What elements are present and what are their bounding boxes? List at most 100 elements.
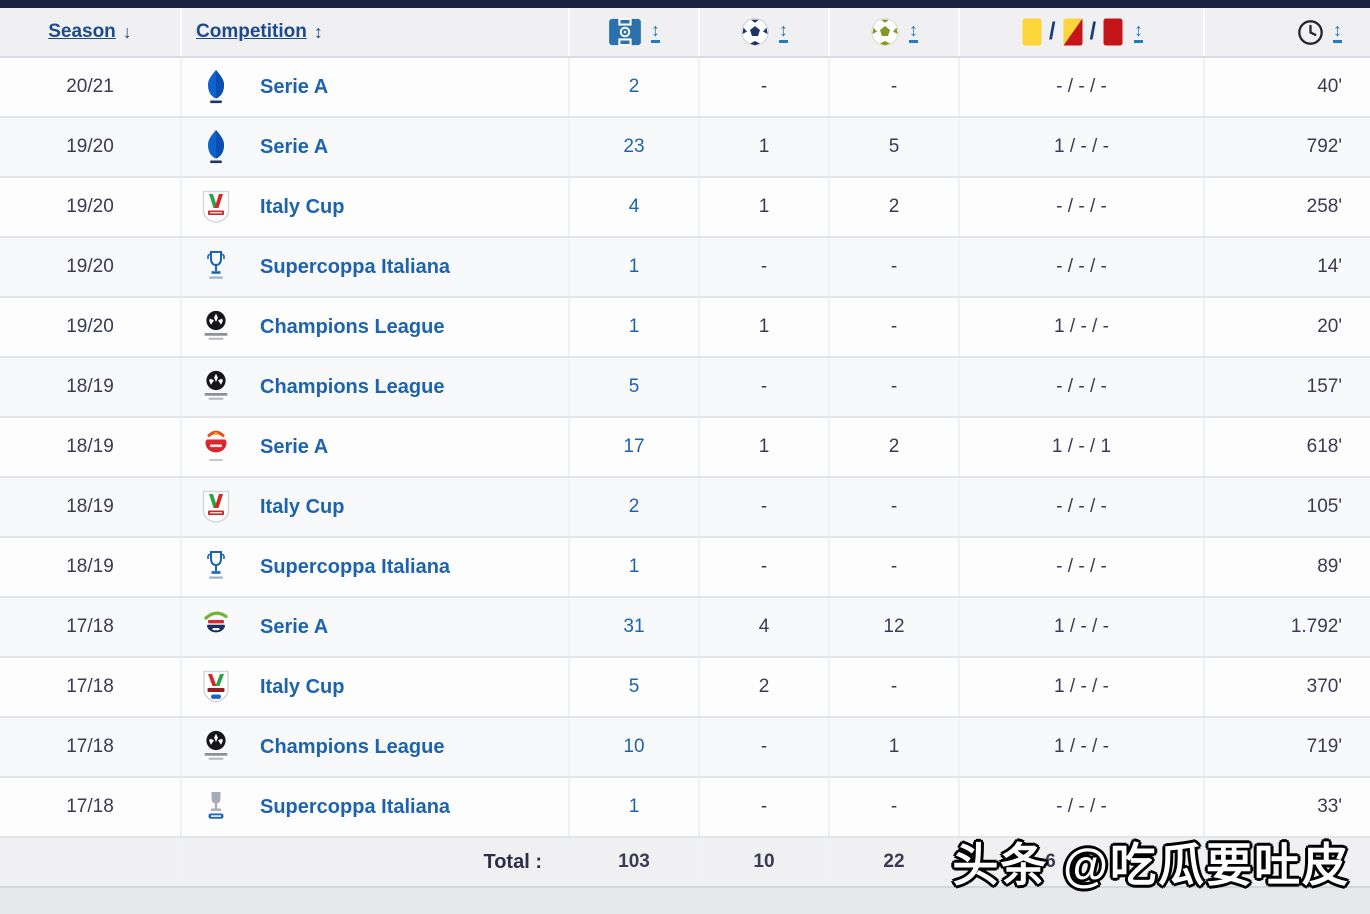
- season-value: 18/19: [66, 556, 114, 577]
- champions-league-logo: [196, 369, 236, 405]
- goals-value: -: [700, 478, 830, 536]
- cards-value: - / - / -: [960, 178, 1205, 236]
- serie-a-tim-logo: [196, 429, 236, 465]
- table-row: 18/19 Champions League 5 - - - / - / - 1…: [0, 358, 1370, 418]
- appearances-value[interactable]: 2: [570, 58, 700, 116]
- competition-link[interactable]: Supercoppa Italiana: [260, 795, 451, 818]
- assists-value: -: [830, 478, 960, 536]
- competition-link[interactable]: Serie A: [260, 435, 329, 458]
- sort-icon[interactable]: ↕: [1134, 21, 1144, 43]
- page-background: [0, 888, 1370, 914]
- competition-link[interactable]: Serie A: [260, 615, 329, 638]
- minutes-value: 618': [1306, 436, 1342, 457]
- goals-value: 1: [700, 298, 830, 356]
- competition-link[interactable]: Champions League: [260, 315, 445, 338]
- sort-icon[interactable]: ↕: [1333, 21, 1342, 43]
- appearances-value[interactable]: 23: [570, 118, 700, 176]
- red-card-icon[interactable]: [1103, 18, 1123, 46]
- table-row: 17/18 Italy Cup 5 2 - 1 / - / - 370': [0, 658, 1370, 718]
- sort-icon[interactable]: ↕: [651, 21, 660, 43]
- ball-icon[interactable]: [740, 17, 770, 47]
- total-appearances: 103: [570, 838, 700, 886]
- competition-link[interactable]: Italy Cup: [260, 675, 345, 698]
- season-value: 17/18: [66, 676, 114, 697]
- table-row: 20/21 Serie A 2 - - - / - / - 40': [0, 58, 1370, 118]
- goals-value: -: [700, 238, 830, 296]
- appearances-value[interactable]: 1: [570, 238, 700, 296]
- cards-value: 1 / - / -: [960, 718, 1205, 776]
- assists-value: 1: [830, 718, 960, 776]
- cards-header: / / ↕: [960, 8, 1205, 56]
- total-cards: 6: [960, 838, 1205, 886]
- assists-value: 2: [830, 178, 960, 236]
- serie-a-logo: [196, 69, 236, 105]
- table-row: 19/20 Serie A 23 1 5 1 / - / - 792': [0, 118, 1370, 178]
- competition-link[interactable]: Supercoppa Italiana: [260, 555, 451, 578]
- assists-value: -: [830, 58, 960, 116]
- competition-link[interactable]: Italy Cup: [260, 495, 345, 518]
- goals-value: -: [700, 58, 830, 116]
- total-minutes: [1205, 838, 1370, 886]
- minutes-value: 1.792': [1290, 616, 1342, 637]
- supercoppa-logo: [196, 549, 236, 585]
- player-stats-table: Season ↓ Competition ↕ ↕ ↕ ↕ / / ↕: [0, 8, 1370, 888]
- assist-ball-icon[interactable]: [870, 17, 900, 47]
- minutes-value: 20': [1317, 316, 1342, 337]
- competition-link[interactable]: Champions League: [260, 735, 445, 758]
- yellow-card-icon[interactable]: [1022, 18, 1042, 46]
- yellow-red-card-icon[interactable]: [1063, 18, 1083, 46]
- sort-icon[interactable]: ↕: [909, 21, 918, 43]
- appearances-value[interactable]: 5: [570, 658, 700, 716]
- competition-link[interactable]: Serie A: [260, 75, 329, 98]
- total-assists: 22: [830, 838, 960, 886]
- appearances-value[interactable]: 4: [570, 178, 700, 236]
- serie-a-logo: [196, 129, 236, 165]
- cards-value: - / - / -: [960, 478, 1205, 536]
- cards-value: 1 / - / -: [960, 118, 1205, 176]
- appearances-value[interactable]: 1: [570, 778, 700, 836]
- cards-value: - / - / -: [960, 58, 1205, 116]
- goals-value: 1: [700, 178, 830, 236]
- coppa-italia-logo: [196, 489, 236, 525]
- appearances-value[interactable]: 10: [570, 718, 700, 776]
- table-body: 20/21 Serie A 2 - - - / - / - 40' 19/20 …: [0, 58, 1370, 838]
- table-header: Season ↓ Competition ↕ ↕ ↕ ↕ / / ↕: [0, 8, 1370, 58]
- season-value: 17/18: [66, 796, 114, 817]
- appearances-value[interactable]: 1: [570, 538, 700, 596]
- season-value: 18/19: [66, 496, 114, 517]
- competition-link[interactable]: Italy Cup: [260, 195, 345, 218]
- coppa-italia-logo: [196, 189, 236, 225]
- season-sort-link[interactable]: Season: [48, 21, 116, 42]
- cards-value: 1 / - / -: [960, 598, 1205, 656]
- table-row: 19/20 Supercoppa Italiana 1 - - - / - / …: [0, 238, 1370, 298]
- minutes-value: 792': [1306, 136, 1342, 157]
- clock-icon[interactable]: [1297, 19, 1324, 46]
- goals-value: -: [700, 538, 830, 596]
- table-row: 19/20 Champions League 1 1 - 1 / - / - 2…: [0, 298, 1370, 358]
- cards-value: 1 / - / 1: [960, 418, 1205, 476]
- competition-link[interactable]: Champions League: [260, 375, 445, 398]
- table-row: 17/18 Supercoppa Italiana 1 - - - / - / …: [0, 778, 1370, 838]
- competition-header: Competition ↕: [182, 8, 570, 56]
- supercoppa-logo: [196, 789, 236, 825]
- assists-value: 12: [830, 598, 960, 656]
- cards-value: - / - / -: [960, 538, 1205, 596]
- appearances-value[interactable]: 2: [570, 478, 700, 536]
- competition-link[interactable]: Serie A: [260, 135, 329, 158]
- pitch-icon[interactable]: [608, 18, 642, 46]
- sort-icon[interactable]: ↕: [779, 21, 788, 43]
- minutes-value: 105': [1306, 496, 1342, 517]
- competition-link[interactable]: Supercoppa Italiana: [260, 255, 451, 278]
- appearances-value[interactable]: 5: [570, 358, 700, 416]
- cards-value: - / - / -: [960, 238, 1205, 296]
- table-row: 17/18 Champions League 10 - 1 1 / - / - …: [0, 718, 1370, 778]
- appearances-value[interactable]: 17: [570, 418, 700, 476]
- sort-desc-icon[interactable]: ↓: [122, 22, 132, 42]
- season-value: 19/20: [66, 136, 114, 157]
- champions-league-logo: [196, 309, 236, 345]
- appearances-value[interactable]: 1: [570, 298, 700, 356]
- sort-icon[interactable]: ↕: [313, 22, 323, 42]
- competition-sort-link[interactable]: Competition: [196, 21, 307, 42]
- table-row: 18/19 Serie A 17 1 2 1 / - / 1 618': [0, 418, 1370, 478]
- appearances-value[interactable]: 31: [570, 598, 700, 656]
